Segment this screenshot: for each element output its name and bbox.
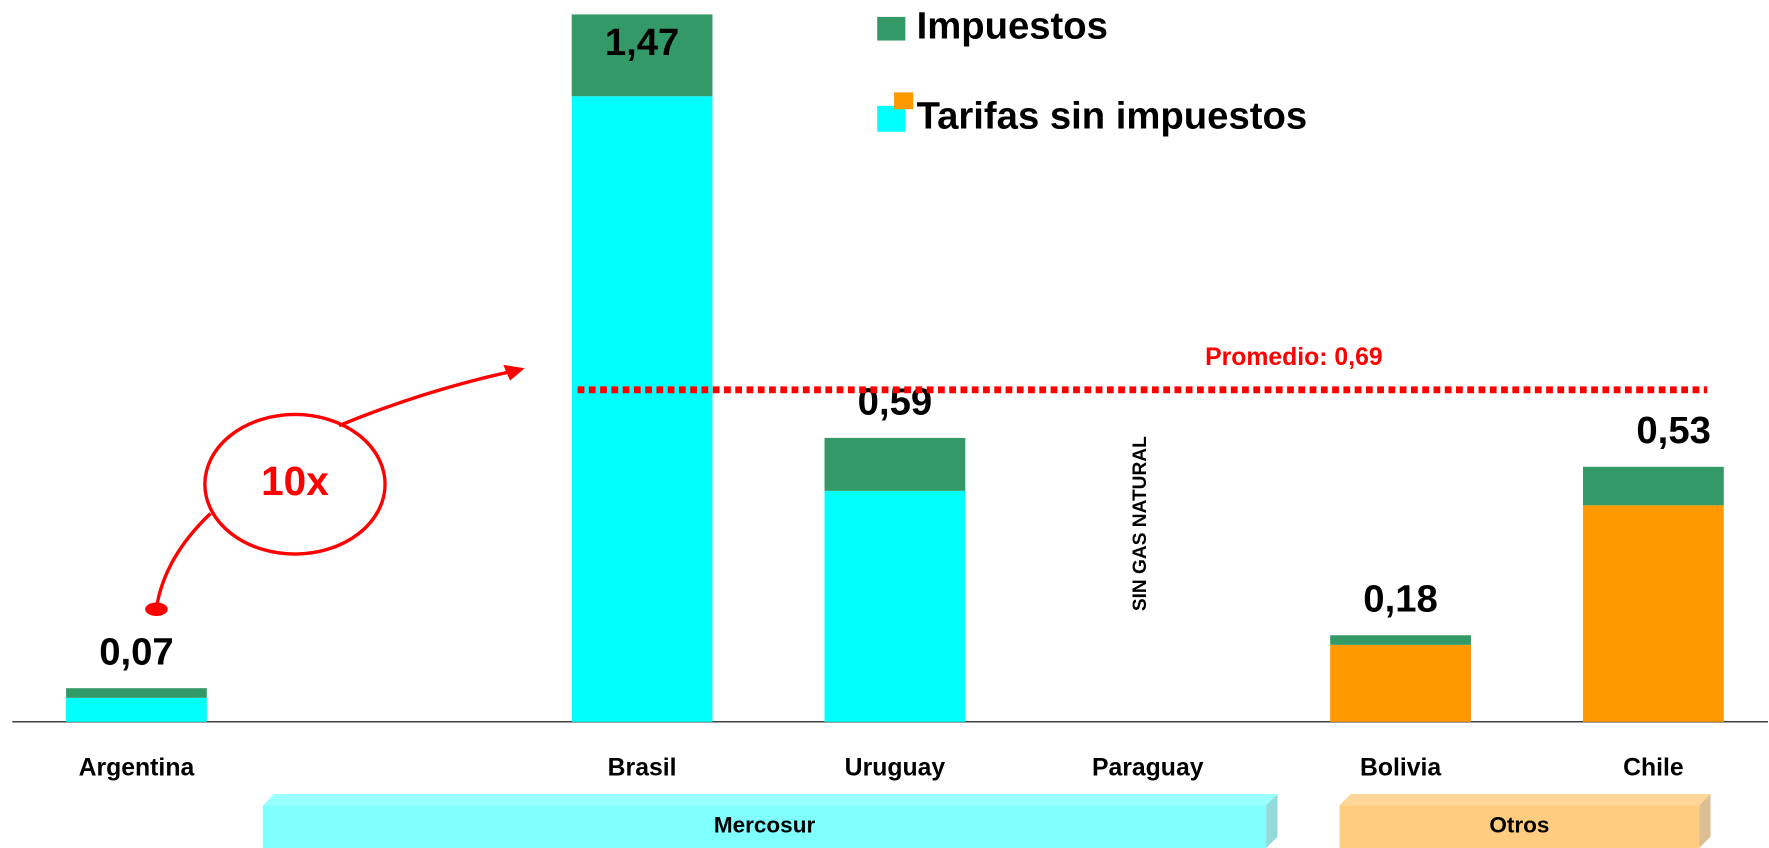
group-top bbox=[1339, 793, 1711, 806]
annotation-arrow bbox=[338, 367, 522, 428]
bar-segment bbox=[1330, 644, 1471, 722]
legend-label: Tarifas sin impuestos bbox=[917, 94, 1308, 137]
total-label: 0,18 bbox=[1363, 578, 1437, 621]
no-data-note: SIN GAS NATURAL bbox=[1130, 436, 1151, 611]
legend-label: Impuestos bbox=[917, 4, 1108, 47]
x-tick-label: Chile bbox=[1623, 755, 1684, 782]
bar-segment bbox=[1583, 466, 1724, 506]
legend-swatch bbox=[877, 16, 906, 41]
annotation-arrow bbox=[154, 512, 212, 609]
bar-segment bbox=[66, 688, 207, 698]
arrow-head bbox=[503, 364, 525, 381]
x-tick-label: Argentina bbox=[79, 755, 195, 782]
annotation-text: 10x bbox=[261, 458, 329, 504]
average-label: Promedio: 0,69 bbox=[1205, 344, 1383, 371]
total-label: 0,53 bbox=[1636, 409, 1710, 452]
x-tick-label: Paraguay bbox=[1092, 755, 1204, 782]
bar-segment bbox=[1583, 505, 1724, 722]
group-box bbox=[262, 805, 1267, 848]
group-label: Mercosur bbox=[714, 813, 816, 838]
group-side bbox=[1266, 793, 1278, 848]
bar-segment bbox=[66, 697, 207, 722]
legend-swatch bbox=[877, 105, 906, 132]
group-box bbox=[1339, 805, 1700, 848]
group-label: Otros bbox=[1489, 813, 1549, 838]
group-side bbox=[1699, 793, 1711, 848]
x-tick-label: Uruguay bbox=[845, 755, 946, 782]
annotation-ellipse bbox=[203, 412, 387, 556]
total-label: 1,47 bbox=[605, 21, 679, 64]
bar-segment bbox=[824, 437, 966, 491]
group-top bbox=[262, 793, 1278, 806]
bar-segment bbox=[1330, 635, 1471, 645]
bar-segment bbox=[824, 490, 966, 722]
bar-segment bbox=[571, 14, 713, 97]
x-tick-label: Bolivia bbox=[1360, 755, 1441, 782]
ratio-annotation: 10x bbox=[145, 364, 525, 617]
arrow-dot bbox=[145, 602, 168, 617]
x-tick-label: Brasil bbox=[608, 755, 677, 782]
bar-segment bbox=[571, 96, 713, 722]
total-label: 0,07 bbox=[99, 631, 173, 674]
legend-swatch-secondary bbox=[894, 92, 914, 110]
